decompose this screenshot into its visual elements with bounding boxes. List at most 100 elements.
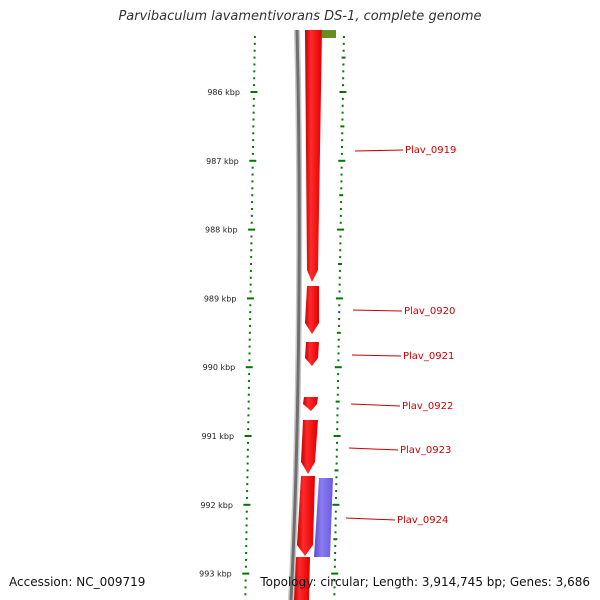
minor-tick-right (338, 269, 341, 272)
minor-tick-right (337, 359, 340, 362)
gene-arrow-plav-0922[interactable] (303, 397, 318, 411)
major-tick-left (243, 503, 251, 506)
major-tick-right (331, 572, 339, 575)
minor-tick-right (339, 249, 342, 252)
gene-label-plav-0920[interactable]: Plav_0920 (404, 306, 455, 317)
minor-tick-left (251, 187, 254, 190)
minor-tick-right (333, 565, 336, 568)
minor-tick-right (337, 324, 340, 327)
leader-lines (345, 149, 404, 521)
major-tick-left (250, 91, 258, 93)
minor-tick-left (245, 551, 248, 554)
gene-label-plav-0923[interactable]: Plav_0923 (400, 445, 451, 456)
genome-backbone-core (289, 29, 301, 600)
leader-line-plav-0920 (352, 309, 403, 312)
gene-arrow-plav-0919[interactable] (305, 30, 322, 282)
minor-tick-left (246, 476, 249, 479)
gene-arrow-plav-0924[interactable] (314, 478, 333, 557)
minor-tick-right (335, 400, 340, 403)
minor-tick-left (245, 538, 248, 541)
minor-tick-left (246, 462, 249, 465)
minor-tick-right (333, 538, 338, 541)
gene-arrow-plav-0920[interactable] (305, 286, 319, 334)
leader-line-plav-0924 (345, 517, 396, 521)
minor-tick-left (250, 249, 253, 252)
minor-tick-right (338, 290, 341, 293)
major-tick-left (249, 159, 257, 162)
minor-tick-right (338, 263, 343, 265)
minor-tick-right (340, 173, 343, 176)
minor-tick-left (252, 125, 255, 128)
minor-tick-right (334, 531, 337, 534)
minor-tick-left (248, 373, 251, 376)
minor-tick-left (248, 379, 251, 382)
minor-tick-left (252, 104, 255, 107)
gene-label-plav-0921[interactable]: Plav_0921 (403, 351, 454, 362)
gene-arrow-plav-0921[interactable] (305, 342, 319, 366)
minor-tick-left (251, 180, 254, 183)
gene-arrow-red-bottom[interactable] (294, 557, 310, 600)
minor-tick-right (342, 49, 345, 52)
minor-tick-right (339, 214, 342, 217)
minor-tick-left (247, 414, 250, 417)
minor-tick-right (341, 104, 344, 107)
minor-tick-left (253, 70, 256, 73)
gene-arrow-plav-0923[interactable] (301, 420, 318, 474)
minor-tick-right (342, 35, 345, 38)
minor-tick-left (248, 338, 251, 341)
minor-tick-left (248, 352, 251, 355)
minor-tick-left (248, 331, 251, 334)
minor-tick-left (250, 242, 253, 245)
major-tick-left (244, 435, 252, 437)
major-tick-right (339, 91, 347, 93)
minor-tick-right (341, 56, 346, 59)
minor-tick-right (339, 256, 342, 259)
minor-tick-left (245, 545, 248, 548)
major-tick-left (246, 297, 254, 300)
minor-tick-right (334, 469, 339, 472)
minor-tick-left (249, 276, 252, 279)
minor-tick-left (249, 304, 252, 307)
gene-label-plav-0922[interactable]: Plav_0922 (402, 401, 453, 412)
minor-tick-right (340, 180, 343, 183)
minor-tick-right (334, 524, 337, 527)
minor-tick-right (338, 311, 341, 314)
minor-tick-right (341, 118, 344, 121)
gene-label-plav-0919[interactable]: Plav_0919 (405, 145, 456, 156)
minor-tick-right (341, 111, 344, 114)
minor-tick-right (341, 97, 344, 100)
leader-line-plav-0923 (348, 447, 399, 451)
minor-tick-right (335, 496, 338, 499)
minor-tick-left (246, 490, 249, 493)
minor-tick-right (339, 221, 342, 224)
minor-tick-right (336, 331, 341, 334)
gene-arrow-next-red[interactable] (297, 476, 315, 556)
minor-tick-left (246, 441, 249, 444)
minor-tick-left (250, 256, 253, 259)
minor-tick-left (247, 407, 250, 410)
minor-tick-right (340, 201, 343, 204)
minor-tick-right (341, 139, 344, 142)
minor-tick-left (245, 517, 248, 520)
minor-tick-right (340, 187, 343, 190)
minor-tick-left (248, 345, 251, 348)
minor-tick-right (339, 207, 342, 210)
minor-tick-left (250, 214, 253, 217)
minor-tick-right (341, 132, 344, 135)
minor-tick-right (342, 70, 345, 73)
gene-label-plav-0924[interactable]: Plav_0924 (397, 515, 448, 526)
major-tick-right (334, 366, 342, 369)
scale-label: 987 kbp (206, 157, 239, 166)
minor-tick-left (251, 173, 254, 176)
minor-tick-left (252, 97, 255, 100)
minor-tick-right (336, 414, 339, 417)
minor-tick-left (245, 524, 248, 527)
minor-tick-left (249, 311, 252, 314)
minor-tick-right (338, 283, 341, 286)
olive-feature (322, 30, 336, 38)
scale-label: 993 kbp (199, 570, 232, 579)
minor-tick-right (337, 338, 340, 341)
minor-tick-left (252, 118, 255, 121)
scale-label: 988 kbp (205, 226, 238, 235)
